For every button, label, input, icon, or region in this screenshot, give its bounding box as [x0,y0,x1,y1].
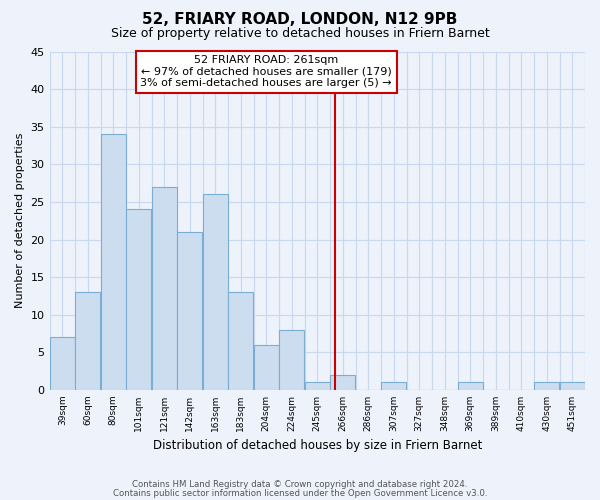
Text: Size of property relative to detached houses in Friern Barnet: Size of property relative to detached ho… [110,28,490,40]
Text: Contains public sector information licensed under the Open Government Licence v3: Contains public sector information licen… [113,489,487,498]
Bar [280,330,304,390]
Bar [560,382,584,390]
Bar [203,194,227,390]
Bar [305,382,329,390]
Bar [50,338,74,390]
Bar [101,134,125,390]
Bar [152,187,176,390]
Bar [535,382,559,390]
Bar [127,210,151,390]
Text: Contains HM Land Registry data © Crown copyright and database right 2024.: Contains HM Land Registry data © Crown c… [132,480,468,489]
Bar [76,292,100,390]
Bar [254,345,278,390]
Text: 52 FRIARY ROAD: 261sqm
← 97% of detached houses are smaller (179)
3% of semi-det: 52 FRIARY ROAD: 261sqm ← 97% of detached… [140,56,392,88]
Bar [458,382,482,390]
X-axis label: Distribution of detached houses by size in Friern Barnet: Distribution of detached houses by size … [152,440,482,452]
Bar [229,292,253,390]
Bar [178,232,202,390]
Bar [382,382,406,390]
Bar [331,375,355,390]
Text: 52, FRIARY ROAD, LONDON, N12 9PB: 52, FRIARY ROAD, LONDON, N12 9PB [142,12,458,28]
Y-axis label: Number of detached properties: Number of detached properties [15,133,25,308]
